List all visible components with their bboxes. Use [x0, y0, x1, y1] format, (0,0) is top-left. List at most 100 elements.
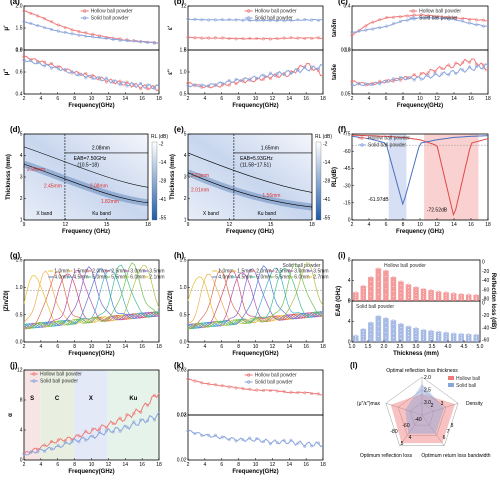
x-axis-label: Frequency (GHz): [62, 229, 110, 235]
y-tick-label: -30: [343, 183, 350, 189]
annotation-band: X band: [203, 211, 219, 217]
series-line-point: [118, 429, 122, 433]
impedance-curve: [187, 263, 324, 330]
x-tick-label: 4: [39, 96, 42, 102]
series-line-point: [118, 416, 122, 420]
series-line-bottom-point: [125, 84, 129, 88]
rl-point: [384, 321, 387, 324]
x-tick-label: 18: [156, 344, 162, 350]
eab-bar: [375, 315, 382, 342]
y-tick-label-top: 12: [181, 4, 187, 10]
series-line-top-point: [111, 37, 115, 42]
radar-axis: [421, 414, 445, 446]
frequency-band-region: [24, 370, 41, 460]
series-line-top-point: [207, 382, 211, 386]
series-line-top-point: [49, 20, 54, 24]
series-line-point: [91, 427, 95, 431]
series-line-bottom-point: [56, 67, 60, 71]
series-line-bottom-point: [207, 433, 211, 437]
rl-point: [452, 332, 455, 335]
x-axis-label: Thickness (mm): [393, 351, 439, 357]
y2-tick-label: -60: [482, 338, 489, 344]
series-line-top-point: [56, 29, 60, 33]
annotation-eab-range: (11.58~17.51): [240, 163, 271, 169]
y2-tick-label: -40: [482, 278, 489, 284]
rl-point: [445, 337, 448, 340]
impedance-curve: [187, 267, 324, 329]
x-tick-label: 10: [89, 462, 95, 468]
legend-entry: Hollow ball: [456, 376, 480, 382]
series-line-top-point: [200, 381, 204, 385]
series-line-top-point: [405, 14, 409, 18]
series-line-bottom-point: [461, 61, 465, 65]
radar-ring-label: -40: [414, 417, 421, 423]
impedance-curve: [23, 262, 160, 329]
series-line-bottom-point: [405, 77, 409, 81]
y-tick-label: -75: [343, 132, 350, 138]
eab-bar: [428, 290, 434, 301]
series-line-top-point: [350, 30, 354, 34]
radar-axis-label: Optimum reflection loss: [360, 453, 413, 459]
rl-point: [415, 297, 418, 300]
rl-point: [445, 293, 448, 296]
series-line-point: [97, 427, 102, 431]
impedance-curve: [187, 262, 324, 330]
series-line-point: [132, 411, 136, 416]
series-line-point: [56, 444, 60, 448]
x-tick-label: 12: [434, 96, 440, 102]
impedance-curve: [187, 268, 324, 329]
series-line-top-point: [255, 36, 259, 41]
series-line-top: [23, 21, 160, 44]
series-line-bottom-point: [125, 80, 129, 84]
series-line-bottom-point: [220, 435, 224, 439]
x-tick-label: 14: [286, 462, 292, 468]
legend-entry: 5.5mm: [111, 275, 126, 281]
series-line-bottom-point: [255, 76, 259, 80]
annotation-eab-range: (10.5~18): [77, 163, 99, 169]
y-tick-label-top: 0.4: [344, 4, 351, 10]
series-line-point: [29, 450, 33, 454]
rl-point: [460, 334, 463, 337]
rl-point: [377, 293, 380, 296]
colorbar: [151, 141, 158, 221]
y-tick-label: 5: [184, 132, 187, 138]
series-line-bottom-point: [56, 65, 60, 69]
rl-point: [437, 338, 440, 341]
y-tick-label: 1.0: [16, 285, 23, 291]
rl-point: [354, 294, 357, 297]
series-line-point: [36, 447, 40, 451]
series-line-top-point: [275, 389, 279, 393]
radar-ring-label: 7: [447, 429, 450, 435]
rl-point: [437, 334, 440, 337]
radar-axis-label: (μ''/ε'')max: [357, 401, 381, 407]
series-line-top-point: [303, 18, 307, 22]
y-tick-label-top: 0: [348, 299, 351, 305]
rl-point: [369, 276, 372, 279]
rl-point: [392, 276, 395, 279]
x-axis-label: Frequency (GHz): [226, 229, 274, 235]
series-line-top-point: [310, 18, 314, 22]
x-tick-label: 8: [237, 462, 240, 468]
series-line-point: [63, 439, 67, 443]
x-tick-label: 6: [56, 344, 59, 350]
series-line-bottom-point: [350, 82, 354, 86]
y-tick-label: 2: [20, 196, 23, 202]
rl-point: [422, 333, 425, 336]
radar-series: [405, 383, 445, 434]
x-axis-label: Frequency(GHz): [68, 469, 114, 475]
series-line-top-point: [261, 388, 266, 392]
rl-point: [377, 320, 380, 323]
radar-ring-label: 3: [441, 401, 444, 407]
x-tick-label: 2: [187, 344, 190, 350]
legend-entry: Hollow ball powder: [40, 372, 82, 378]
plot-frame-bottom: [187, 414, 324, 461]
rl-point: [369, 295, 372, 298]
rl-point: [384, 293, 387, 296]
series-line-top-point: [213, 36, 218, 40]
series-line-bottom-point: [29, 59, 33, 63]
y-tick-label-top: 4: [348, 278, 351, 284]
eab-bar: [375, 268, 382, 301]
x-tick-label: 2.5: [397, 344, 404, 350]
y-tick-label: 1.0: [180, 285, 187, 291]
